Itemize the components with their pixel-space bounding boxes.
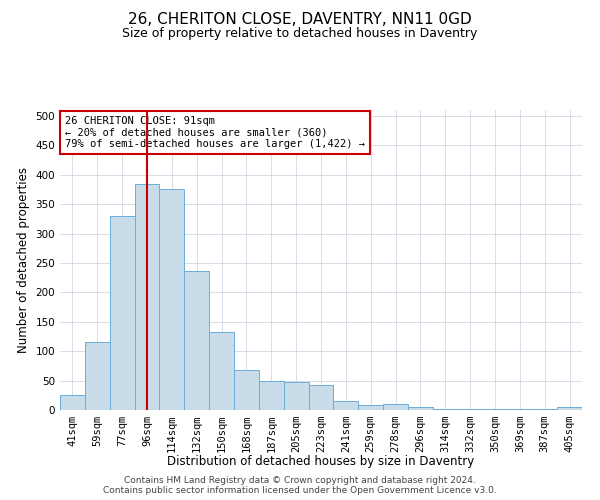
Bar (259, 380, 284, 410)
Text: Size of property relative to detached houses in Daventry: Size of property relative to detached ho… (122, 28, 478, 40)
Y-axis label: Number of detached properties: Number of detached properties (17, 167, 30, 353)
Text: Distribution of detached houses by size in Daventry: Distribution of detached houses by size … (167, 454, 475, 468)
Bar (358, 406, 383, 410)
Bar (160, 190, 184, 410)
Bar (383, 404, 408, 410)
Bar (284, 382, 308, 410)
Bar (334, 401, 358, 410)
Text: 26 CHERITON CLOSE: 91sqm
← 20% of detached houses are smaller (360)
79% of semi-: 26 CHERITON CLOSE: 91sqm ← 20% of detach… (65, 116, 365, 149)
Text: Contains HM Land Registry data © Crown copyright and database right 2024.
Contai: Contains HM Land Registry data © Crown c… (103, 476, 497, 495)
Bar (557, 407, 582, 410)
Bar (85, 342, 110, 410)
Bar (110, 216, 134, 410)
Bar (209, 332, 234, 410)
Bar (433, 409, 458, 410)
Bar (308, 386, 334, 410)
Bar (234, 370, 259, 410)
Bar (408, 407, 433, 410)
Text: 26, CHERITON CLOSE, DAVENTRY, NN11 0GD: 26, CHERITON CLOSE, DAVENTRY, NN11 0GD (128, 12, 472, 28)
Bar (134, 184, 160, 410)
Bar (184, 270, 209, 410)
Bar (60, 396, 85, 410)
